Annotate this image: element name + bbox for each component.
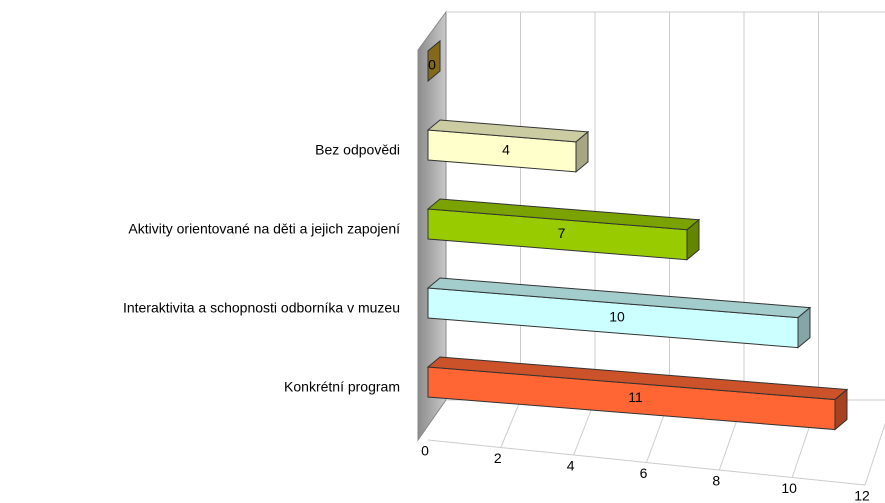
bar-end [686, 218, 700, 261]
floor-grid-line [500, 399, 521, 448]
data-label: 4 [502, 142, 510, 158]
bar [426, 198, 701, 261]
floor-grid-line [864, 422, 885, 486]
x-tick-label: 2 [494, 450, 502, 466]
y-tick-label: Konkrétní program [284, 379, 400, 395]
data-label: 7 [558, 225, 566, 241]
y-tick-label: Bez odpovědi [315, 142, 400, 158]
x-tick-label: 6 [640, 465, 648, 481]
bar-end [834, 388, 848, 431]
y-tick-label: Aktivity orientované na děti a jejich za… [128, 221, 400, 237]
data-label: 0 [428, 57, 436, 73]
floor-front-edge [427, 439, 866, 486]
y-tick-label: Interaktivita a schopnosti odborníka v m… [123, 300, 400, 316]
data-label: 10 [609, 309, 625, 325]
bar-end [575, 130, 589, 173]
data-label: 11 [628, 389, 643, 405]
x-tick-label: 10 [781, 480, 797, 496]
x-tick-label: 8 [712, 473, 720, 489]
bar-end [427, 39, 441, 83]
bar [426, 119, 590, 173]
bar [427, 39, 441, 83]
bar [426, 356, 849, 431]
x-tick-label: 12 [854, 488, 870, 503]
bar-end [797, 306, 811, 349]
bar [426, 277, 812, 349]
x-tick-label: 4 [567, 458, 575, 474]
x-tick-label: 0 [421, 443, 429, 459]
